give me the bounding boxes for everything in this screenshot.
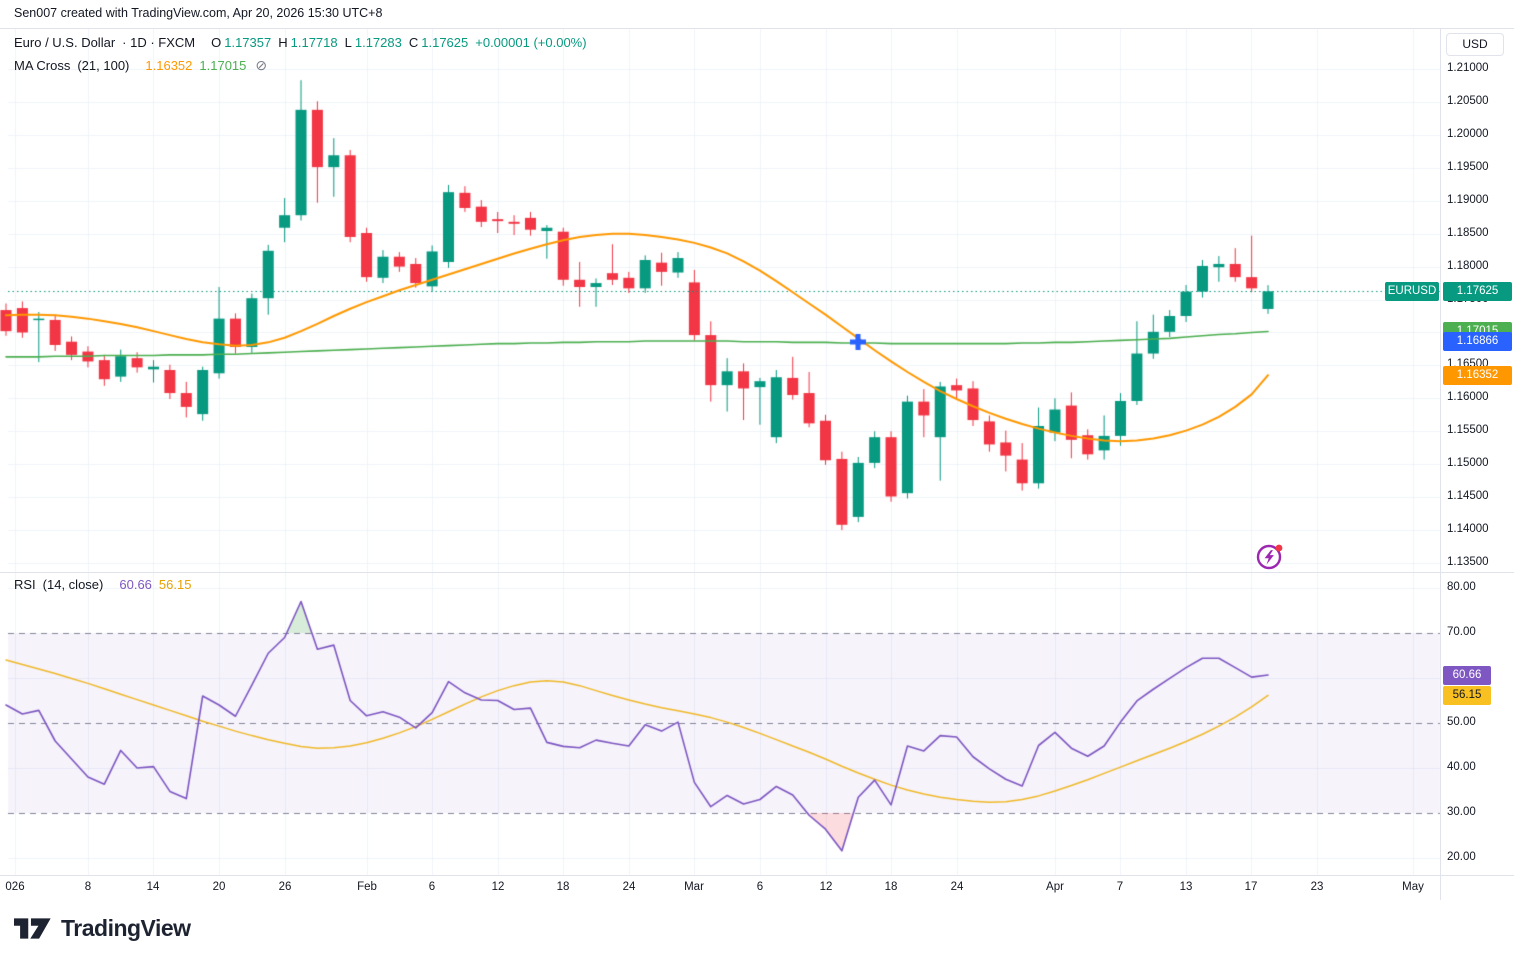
change-value: +0.00001 (+0.00%) [475, 35, 587, 50]
close-label: C [408, 35, 419, 50]
time-axis-label: 23 [1310, 881, 1324, 893]
symbol-legend-row: Euro / U.S. Dollar · 1D · FXCM O 1.17357… [14, 35, 587, 50]
rsi-axis-label: 50.00 [1447, 716, 1476, 728]
time-axis-label: Mar [684, 881, 704, 893]
tradingview-logo-text: TradingView [61, 915, 191, 941]
time-axis-label: 13 [1179, 881, 1193, 893]
notification-dot [1275, 544, 1283, 552]
time-axis-label: 18 [884, 881, 898, 893]
time-axis-label: 18 [556, 881, 570, 893]
price-axis-label: 1.20500 [1447, 94, 1489, 107]
rsi-axis-label: 30.00 [1447, 806, 1476, 818]
price-axis-label: 1.21000 [1447, 62, 1489, 74]
time-axis-label: Feb [357, 881, 377, 893]
ma21-legend-value: 1.16352 [145, 58, 193, 73]
time-axis-label: 14 [146, 881, 160, 893]
tradingview-logo-icon [14, 918, 51, 939]
disable-indicator-icon[interactable]: ⊘ [255, 57, 268, 73]
currency-usd-button[interactable]: USD [1446, 33, 1504, 56]
ma-cross-legend-row: MA Cross (21, 100) 1.16352 1.17015 ⊘ [14, 57, 267, 74]
watermark-text: Sen007 created with TradingView.com, Apr… [14, 6, 383, 20]
price-axis-label: 1.18500 [1447, 226, 1489, 239]
time-axis-label: 26 [278, 881, 292, 893]
rsi-value-badge: 60.66 [1443, 665, 1491, 685]
price-axis-label: 1.18000 [1447, 259, 1489, 272]
ma21-value-badge: 1.16352 [1443, 365, 1512, 385]
time-axis-label: 24 [622, 881, 636, 893]
rsi-ma-value-badge: 56.15 [1443, 685, 1491, 705]
time-axis-divider [0, 875, 1514, 876]
price-axis-label: 1.19000 [1447, 193, 1489, 206]
price-scale-divider[interactable] [1440, 28, 1441, 900]
high-value: 1.17718 [290, 35, 338, 50]
time-axis-label: 8 [84, 881, 92, 893]
rsi-ma-legend-value: 56.15 [158, 577, 192, 592]
time-axis-label: 20 [212, 881, 226, 893]
rsi-axis-label: 20.00 [1447, 851, 1476, 863]
time-axis-label: 12 [819, 881, 833, 893]
price-axis-label: 1.19500 [1447, 160, 1489, 173]
time-axis-label: 6 [428, 881, 436, 893]
time-axis-label: 12 [491, 881, 505, 893]
rsi-name[interactable]: RSI [14, 577, 36, 592]
price-axis-label: 1.14000 [1447, 523, 1489, 536]
low-value: 1.17283 [354, 35, 402, 50]
open-value: 1.17357 [224, 35, 272, 50]
time-axis-label: 17 [1244, 881, 1258, 893]
rsi-legend-row: RSI (14, close) 60.66 56.15 [14, 577, 191, 592]
time-axis-label: 24 [950, 881, 964, 893]
low-label: L [344, 35, 352, 50]
close-value: 1.17625 [421, 35, 469, 50]
open-label: O [211, 35, 222, 50]
time-axis-label: 026 [5, 881, 25, 893]
rsi-axis-label: 80.00 [1447, 581, 1476, 593]
high-label: H [278, 35, 288, 50]
symbol-name-badge: EURUSD [1385, 281, 1439, 301]
indicator-params: (21, 100) [77, 58, 130, 73]
tradingview-logo[interactable]: TradingView [14, 915, 191, 942]
price-axis-label: 1.16000 [1447, 391, 1489, 404]
time-axis-label: Apr [1046, 881, 1064, 893]
pane-divider[interactable] [0, 572, 1514, 573]
events-lightning-button[interactable] [1254, 540, 1286, 572]
price-axis-label: 1.15500 [1447, 424, 1489, 437]
rsi-axis-label: 70.00 [1447, 626, 1476, 638]
ma100-legend-value: 1.17015 [199, 58, 247, 73]
last-price-badge: 1.17625 [1443, 281, 1512, 301]
indicator-name[interactable]: MA Cross [14, 58, 71, 73]
rsi-axis-label: 40.00 [1447, 761, 1476, 773]
symbol-title[interactable]: Euro / U.S. Dollar [14, 35, 116, 50]
price-axis-label: 1.14500 [1447, 490, 1489, 503]
rsi-legend-value: 60.66 [119, 577, 152, 592]
price-axis-label: 1.20000 [1447, 127, 1489, 140]
rsi-params: (14, close) [42, 577, 104, 592]
lightning-icon [1256, 544, 1283, 570]
time-axis-label: 7 [1116, 881, 1124, 893]
time-axis-label: May [1402, 881, 1424, 893]
time-axis-label: 6 [756, 881, 764, 893]
price-axis-label: 1.15000 [1447, 457, 1489, 470]
price-axis-label: 1.13500 [1447, 556, 1489, 568]
symbol-meta[interactable]: · 1D · FXCM [122, 35, 196, 50]
indicator-value-badge: 1.16866 [1443, 331, 1512, 351]
header-divider [0, 28, 1514, 29]
